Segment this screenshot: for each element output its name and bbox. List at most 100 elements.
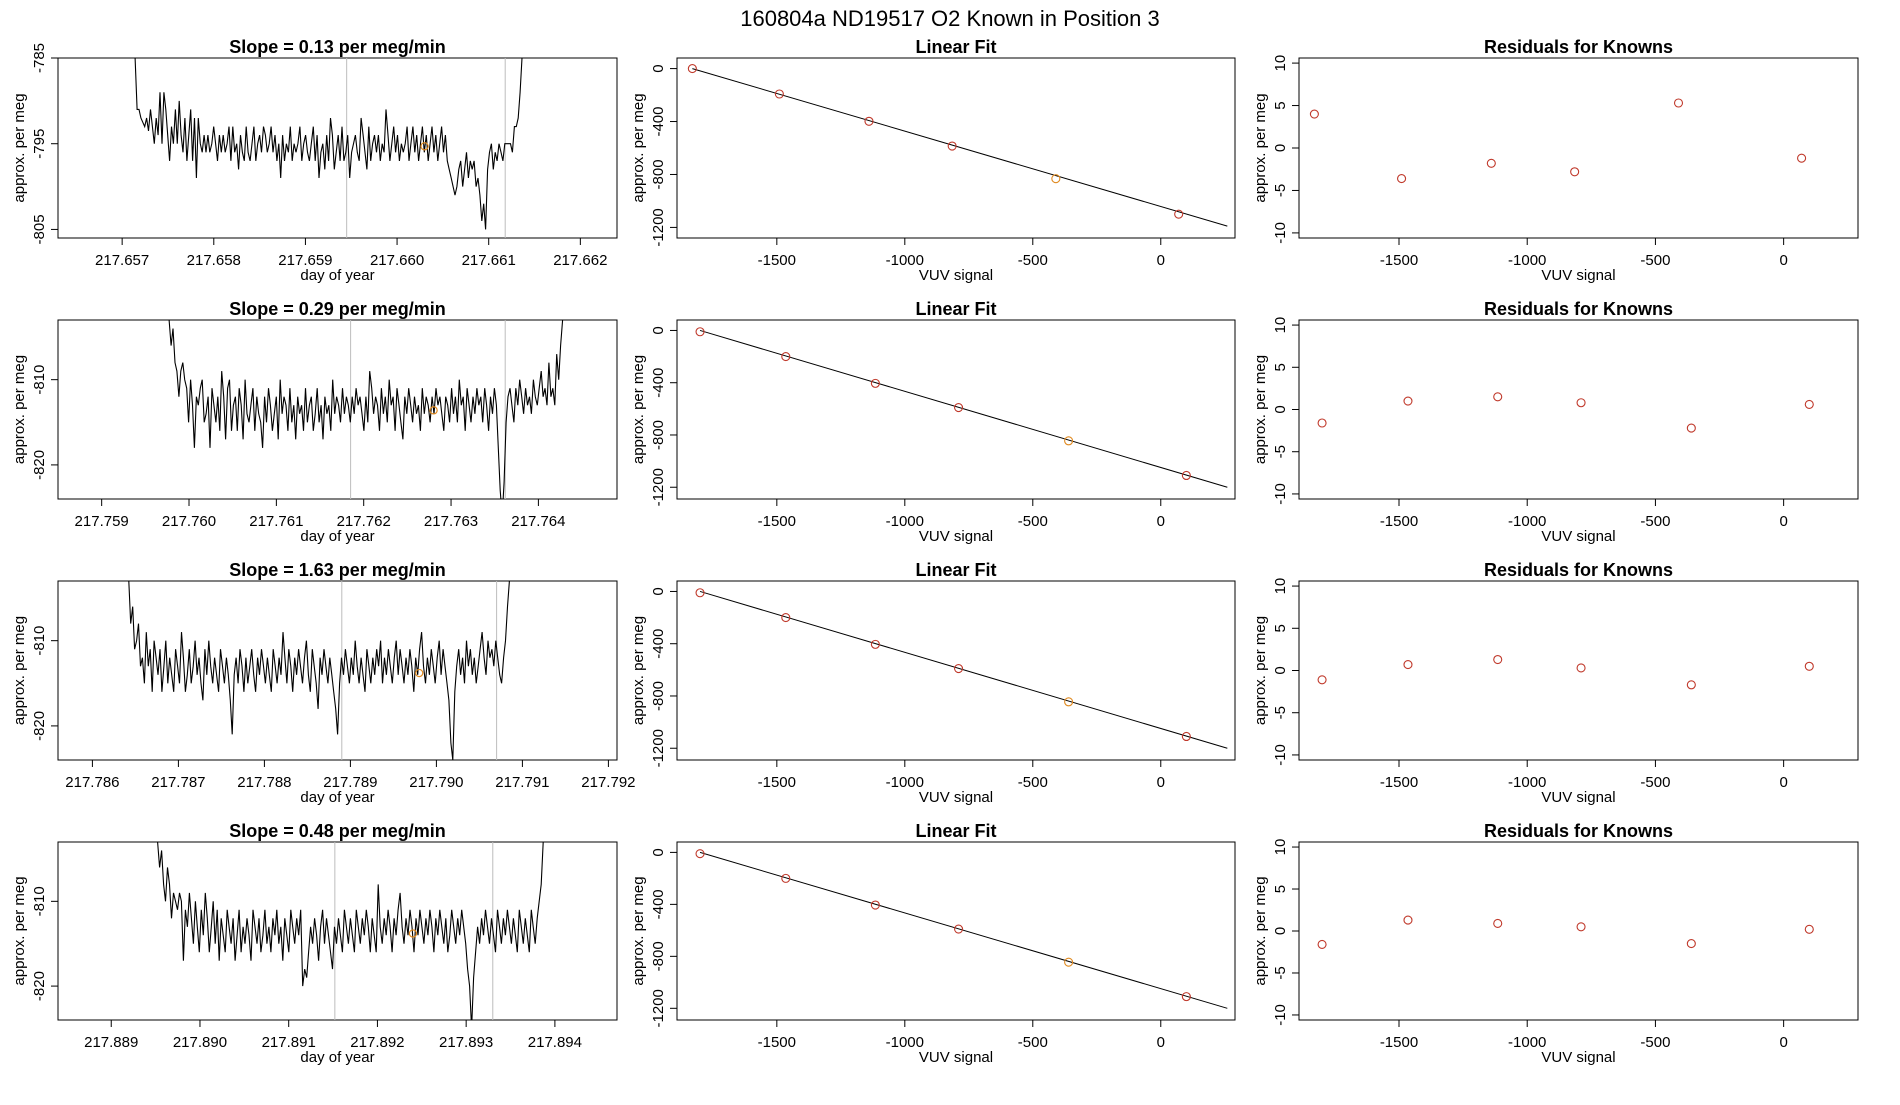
data-point	[1797, 153, 1807, 163]
chart-title: Residuals for Knowns	[1484, 299, 1673, 319]
data-point	[1309, 109, 1319, 119]
y-tick-label: -5	[1272, 445, 1289, 458]
x-tick-label: 0	[1157, 1034, 1165, 1051]
chart-title: Linear Fit	[915, 37, 996, 57]
data-point	[1576, 922, 1586, 932]
chart-panel[interactable]: Residuals for Knowns -1500 -1000 -500 0 10 5 0 -…	[1252, 299, 1859, 545]
plot-frame	[1298, 57, 1859, 239]
chart-panel[interactable]: Slope = 0.48 per meg/min 217.889 217.890 21…	[11, 821, 618, 1066]
x-tick-label: -1000	[1508, 513, 1546, 530]
data-point	[774, 89, 784, 99]
y-tick-label: 5	[1272, 363, 1289, 371]
y-tick-label: -800	[650, 681, 667, 711]
fit-line	[699, 590, 1228, 749]
signal-trace-line	[167, 320, 565, 499]
data-point	[1403, 660, 1413, 670]
data-point	[1317, 675, 1327, 685]
x-tick-label: -500	[1640, 774, 1670, 791]
known-marker-point	[415, 668, 424, 678]
plot-frame	[676, 319, 1236, 500]
y-tick-label: -800	[650, 159, 667, 189]
x-tick-label: 217.890	[173, 1034, 227, 1051]
plot-area	[695, 849, 1228, 1009]
chart-title: Slope = 1.63 per meg/min	[229, 560, 446, 580]
y-tick-label: -810	[31, 626, 48, 656]
x-tick-label: 217.788	[237, 774, 291, 791]
x-tick-label: 0	[1779, 513, 1787, 530]
x-tick-label: 0	[1157, 774, 1165, 791]
data-point	[870, 639, 880, 649]
data-point	[954, 924, 964, 934]
x-tick-label: -500	[1018, 774, 1048, 791]
plot-area	[695, 588, 1228, 749]
chart-title: Slope = 0.29 per meg/min	[229, 299, 446, 319]
chart-panel[interactable]: Linear Fit -1500 -1000 -500 0 0 -400 -800 -1200 V…	[630, 299, 1236, 545]
y-tick-label: -795	[31, 129, 48, 159]
y-tick-label: -400	[650, 889, 667, 919]
x-axis-label: VUV signal	[1541, 528, 1615, 545]
x-tick-label: 0	[1779, 1034, 1787, 1051]
x-tick-label: 217.786	[65, 774, 119, 791]
y-tick-label: 5	[1272, 101, 1289, 109]
chart-panel[interactable]: Residuals for Knowns -1500 -1000 -500 0 10 5 0 -…	[1252, 37, 1859, 284]
plot-frame	[57, 841, 618, 1021]
fit-line	[692, 68, 1228, 227]
y-axis-label: approx. per meg	[11, 616, 28, 725]
data-point	[947, 141, 957, 151]
y-tick-label: -10	[1272, 222, 1289, 244]
plot-area	[1317, 915, 1814, 949]
data-point	[781, 873, 791, 883]
data-point	[1317, 939, 1327, 949]
chart-panel[interactable]: Residuals for Knowns -1500 -1000 -500 0 10 5 0 -…	[1252, 821, 1859, 1066]
data-point	[1804, 661, 1814, 671]
signal-trace-line	[131, 58, 524, 230]
data-point	[1686, 423, 1696, 433]
x-tick-label: 217.790	[409, 774, 463, 791]
data-point	[695, 327, 705, 337]
data-point	[1317, 418, 1327, 428]
chart-panel[interactable]: Slope = 0.29 per meg/min 217.759 217.760 21…	[11, 299, 618, 545]
x-tick-label: 0	[1779, 252, 1787, 269]
x-tick-label: -500	[1018, 252, 1048, 269]
x-tick-label: -1500	[1380, 774, 1418, 791]
y-tick-label: 10	[1272, 839, 1289, 856]
y-axis-label: approx. per meg	[630, 93, 647, 202]
x-tick-label: -1000	[1508, 774, 1546, 791]
y-tick-label: -800	[650, 420, 667, 450]
x-axis-label: day of year	[300, 267, 374, 284]
data-point	[1403, 915, 1413, 925]
y-tick-label: -400	[650, 368, 667, 398]
data-point	[1493, 654, 1503, 665]
x-tick-label: -500	[1640, 1034, 1670, 1051]
chart-title: Residuals for Knowns	[1484, 821, 1673, 841]
chart-panel[interactable]: Residuals for Knowns -1500 -1000 -500 0 10 5 0 -…	[1252, 560, 1859, 806]
x-tick-label: -1000	[1508, 1034, 1546, 1051]
y-tick-label: -785	[31, 43, 48, 73]
data-point	[1181, 470, 1191, 481]
y-tick-label: -805	[31, 214, 48, 244]
data-point	[781, 352, 791, 362]
y-tick-label: 5	[1272, 624, 1289, 632]
chart-panel[interactable]: Slope = 0.13 per meg/min 217.657 217.658 21…	[11, 37, 618, 284]
x-tick-label: 217.661	[462, 252, 516, 269]
chart-panel[interactable]: Linear Fit -1500 -1000 -500 0 0 -400 -800 -1200 V…	[630, 560, 1236, 806]
x-tick-label: -1500	[758, 1034, 796, 1051]
y-tick-label: -10	[1272, 1004, 1289, 1026]
chart-title: Linear Fit	[915, 299, 996, 319]
chart-panel[interactable]: Linear Fit -1500 -1000 -500 0 0 -400 -800 -1200 V…	[630, 37, 1236, 284]
x-tick-label: -500	[1640, 513, 1670, 530]
data-point	[695, 849, 705, 859]
chart-panel[interactable]: Linear Fit -1500 -1000 -500 0 0 -400 -800 -1200 V…	[630, 821, 1236, 1066]
x-tick-label: 217.894	[528, 1034, 582, 1051]
chart-title: Slope = 0.48 per meg/min	[229, 821, 446, 841]
y-tick-label: 0	[650, 587, 667, 595]
data-point	[870, 378, 880, 388]
data-point	[1403, 396, 1413, 406]
known-data-point	[1051, 174, 1061, 184]
chart-panel[interactable]: Slope = 1.63 per meg/min 217.786 217.787 21…	[11, 560, 636, 806]
x-axis-label: day of year	[300, 789, 374, 806]
x-axis-label: VUV signal	[1541, 789, 1615, 806]
plot-area	[155, 842, 546, 1020]
y-tick-label: -10	[1272, 483, 1289, 505]
